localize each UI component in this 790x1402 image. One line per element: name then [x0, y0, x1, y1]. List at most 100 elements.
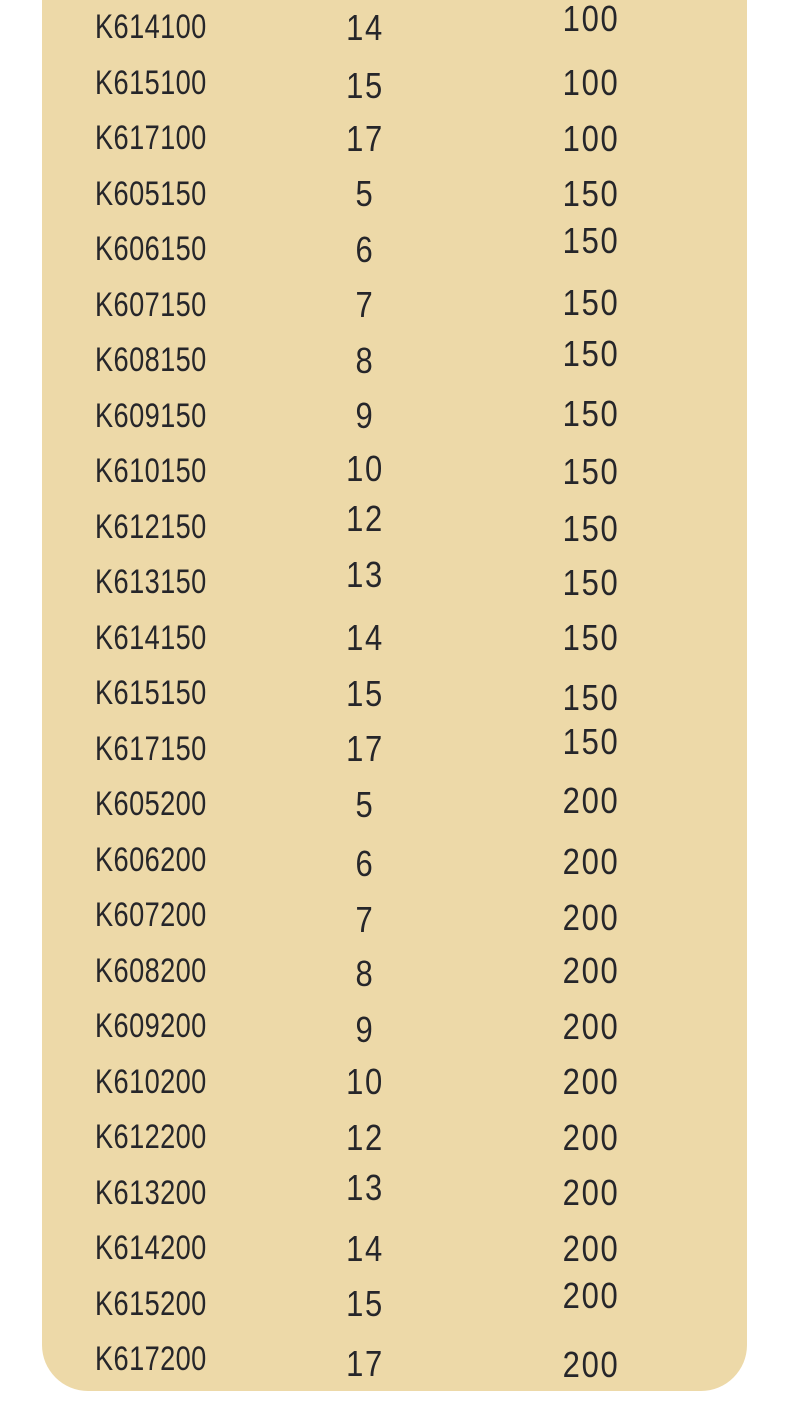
- length-value: 200: [562, 896, 620, 938]
- size-number-cell: 6: [295, 843, 435, 885]
- length-cell: 200: [435, 1275, 747, 1317]
- product-code-cell: K607150: [95, 286, 295, 325]
- length-value: 100: [562, 0, 620, 39]
- size-number: 15: [346, 65, 384, 107]
- length-cell: 150: [435, 508, 747, 550]
- product-code-cell: K614100: [95, 8, 295, 47]
- table-row: K609200 9 200: [42, 999, 747, 1055]
- product-code: K615100: [95, 63, 207, 102]
- size-number: 10: [346, 1061, 384, 1103]
- length-value: 150: [562, 721, 620, 763]
- product-code-cell: K608150: [95, 341, 295, 380]
- table-row: K606150 6 150: [42, 220, 747, 278]
- size-number-cell: 17: [295, 1343, 435, 1385]
- table-row: K615200 15 200: [42, 1275, 747, 1333]
- product-code: K605200: [95, 785, 207, 824]
- size-number: 17: [346, 1342, 384, 1384]
- length-value: 150: [562, 561, 620, 603]
- length-value: 100: [562, 62, 620, 104]
- size-number-cell: 5: [295, 173, 435, 215]
- size-number-cell: 7: [295, 899, 435, 941]
- length-value: 200: [562, 1227, 620, 1269]
- size-number-cell: 8: [295, 340, 435, 382]
- length-value: 200: [562, 1005, 620, 1047]
- size-number-cell: 7: [295, 284, 435, 326]
- length-value: 150: [562, 219, 620, 261]
- length-value: 200: [562, 1343, 620, 1385]
- length-value: 200: [562, 1172, 620, 1214]
- table-row: K617100 17 100: [42, 111, 747, 167]
- table-row: K613200 13 200: [42, 1166, 747, 1222]
- table-row: K612150 12 150: [42, 498, 747, 556]
- table-row: K607150 7 150: [42, 278, 747, 334]
- size-number-cell: 10: [295, 448, 435, 490]
- product-code: K612150: [95, 507, 207, 546]
- length-cell: 200: [435, 1344, 747, 1386]
- product-code-cell: K605200: [95, 785, 295, 824]
- length-cell: 150: [435, 451, 747, 493]
- table-row: K605200 5 200: [42, 777, 747, 833]
- size-number-cell: 15: [295, 65, 435, 107]
- product-code: K617100: [95, 119, 207, 158]
- product-code-cell: K617200: [95, 1340, 295, 1379]
- length-cell: 200: [435, 1172, 747, 1214]
- table-row: K608150 8 150: [42, 333, 747, 389]
- table-row: K609150 9 150: [42, 389, 747, 445]
- product-code-cell: K609150: [95, 397, 295, 436]
- length-cell: 200: [435, 1117, 747, 1159]
- length-cell: 150: [435, 282, 747, 324]
- length-cell: 150: [435, 562, 747, 604]
- product-code: K609200: [95, 1007, 207, 1046]
- length-cell: 200: [435, 1228, 747, 1270]
- size-number: 13: [346, 553, 384, 595]
- product-table: K614100 14 100 K615100 15 100 K617100 17…: [42, 0, 747, 1388]
- product-code-cell: K607200: [95, 896, 295, 935]
- product-code-cell: K617100: [95, 119, 295, 158]
- size-number-cell: 13: [295, 554, 435, 596]
- size-number-cell: 15: [295, 673, 435, 715]
- product-code-cell: K614150: [95, 619, 295, 658]
- product-code: K607150: [95, 285, 207, 324]
- size-number: 6: [355, 228, 375, 270]
- table-row: K615150 15 150: [42, 666, 747, 722]
- product-code: K614200: [95, 1229, 207, 1268]
- product-code-cell: K613150: [95, 563, 295, 602]
- length-cell: 100: [435, 0, 747, 40]
- length-value: 100: [562, 117, 620, 159]
- product-code-cell: K612200: [95, 1118, 295, 1157]
- size-number-cell: 14: [295, 7, 435, 49]
- table-row: K612200 12 200: [42, 1110, 747, 1166]
- size-number: 7: [355, 898, 375, 940]
- size-number-cell: 14: [295, 1228, 435, 1270]
- product-code: K615200: [95, 1284, 207, 1323]
- size-number-cell: 15: [295, 1283, 435, 1325]
- length-cell: 150: [435, 173, 747, 215]
- length-value: 150: [562, 173, 620, 215]
- size-number: 15: [346, 672, 384, 714]
- product-code: K612200: [95, 1118, 207, 1157]
- length-cell: 200: [435, 950, 747, 992]
- length-value: 200: [562, 779, 620, 821]
- size-number-cell: 13: [295, 1167, 435, 1209]
- product-code: K608200: [95, 951, 207, 990]
- length-value: 150: [562, 332, 620, 374]
- length-cell: 150: [435, 721, 747, 763]
- table-row: K613150 13 150: [42, 554, 747, 611]
- size-number: 8: [355, 339, 375, 381]
- product-code: K614150: [95, 618, 207, 657]
- product-code: K613150: [95, 563, 207, 602]
- length-value: 150: [562, 617, 620, 659]
- length-cell: 150: [435, 220, 747, 262]
- length-cell: 100: [435, 62, 747, 104]
- table-row: K614200 14 200: [42, 1221, 747, 1277]
- size-number-cell: 10: [295, 1061, 435, 1103]
- product-code-cell: K613200: [95, 1174, 295, 1213]
- table-row: K608200 8 200: [42, 944, 747, 1000]
- size-number: 15: [346, 1283, 384, 1325]
- product-code: K617150: [95, 729, 207, 768]
- length-cell: 150: [435, 393, 747, 435]
- table-row: K617200 17 200: [42, 1332, 747, 1388]
- length-value: 200: [562, 1275, 620, 1317]
- table-row: K605150 5 150: [42, 167, 747, 223]
- product-code-cell: K615150: [95, 674, 295, 713]
